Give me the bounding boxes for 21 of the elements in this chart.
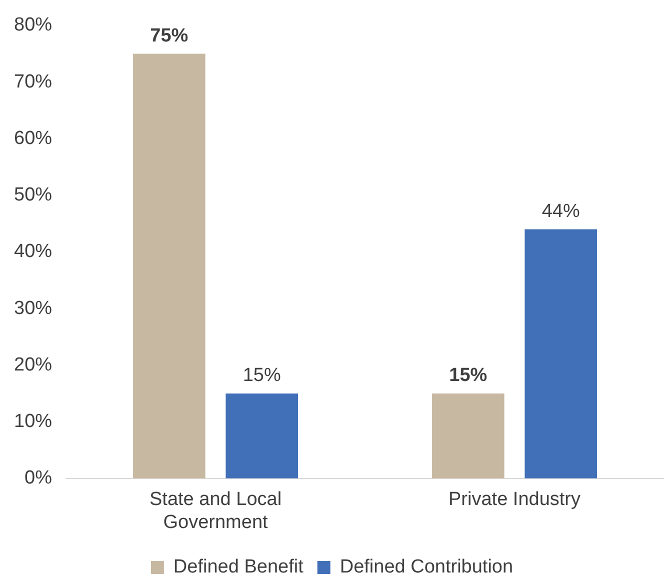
y-tick-label: 50% (14, 184, 52, 206)
data-label: 15% (242, 365, 281, 386)
y-tick-label: 70% (14, 71, 52, 92)
bar (133, 54, 206, 478)
y-tick-label: 80% (14, 14, 52, 36)
bar (432, 393, 504, 478)
x-tick-label: Private Industry (448, 489, 582, 510)
data-label: 75% (150, 25, 188, 46)
data-label: 15% (449, 365, 488, 386)
data-label: 44% (542, 200, 580, 222)
y-tick-label: 30% (14, 298, 52, 319)
legend-label: Defined Contribution (340, 556, 514, 578)
x-tick-label: State and Local Government (149, 489, 282, 533)
bar (524, 229, 597, 478)
y-tick-label: 10% (14, 411, 52, 432)
y-tick-label: 40% (14, 241, 52, 262)
y-tick-label: 60% (14, 128, 52, 149)
bar (226, 393, 298, 478)
y-tick-label: 0% (24, 468, 52, 489)
legend-label: Defined Benefit (173, 556, 304, 578)
y-tick-label: 20% (14, 354, 52, 376)
